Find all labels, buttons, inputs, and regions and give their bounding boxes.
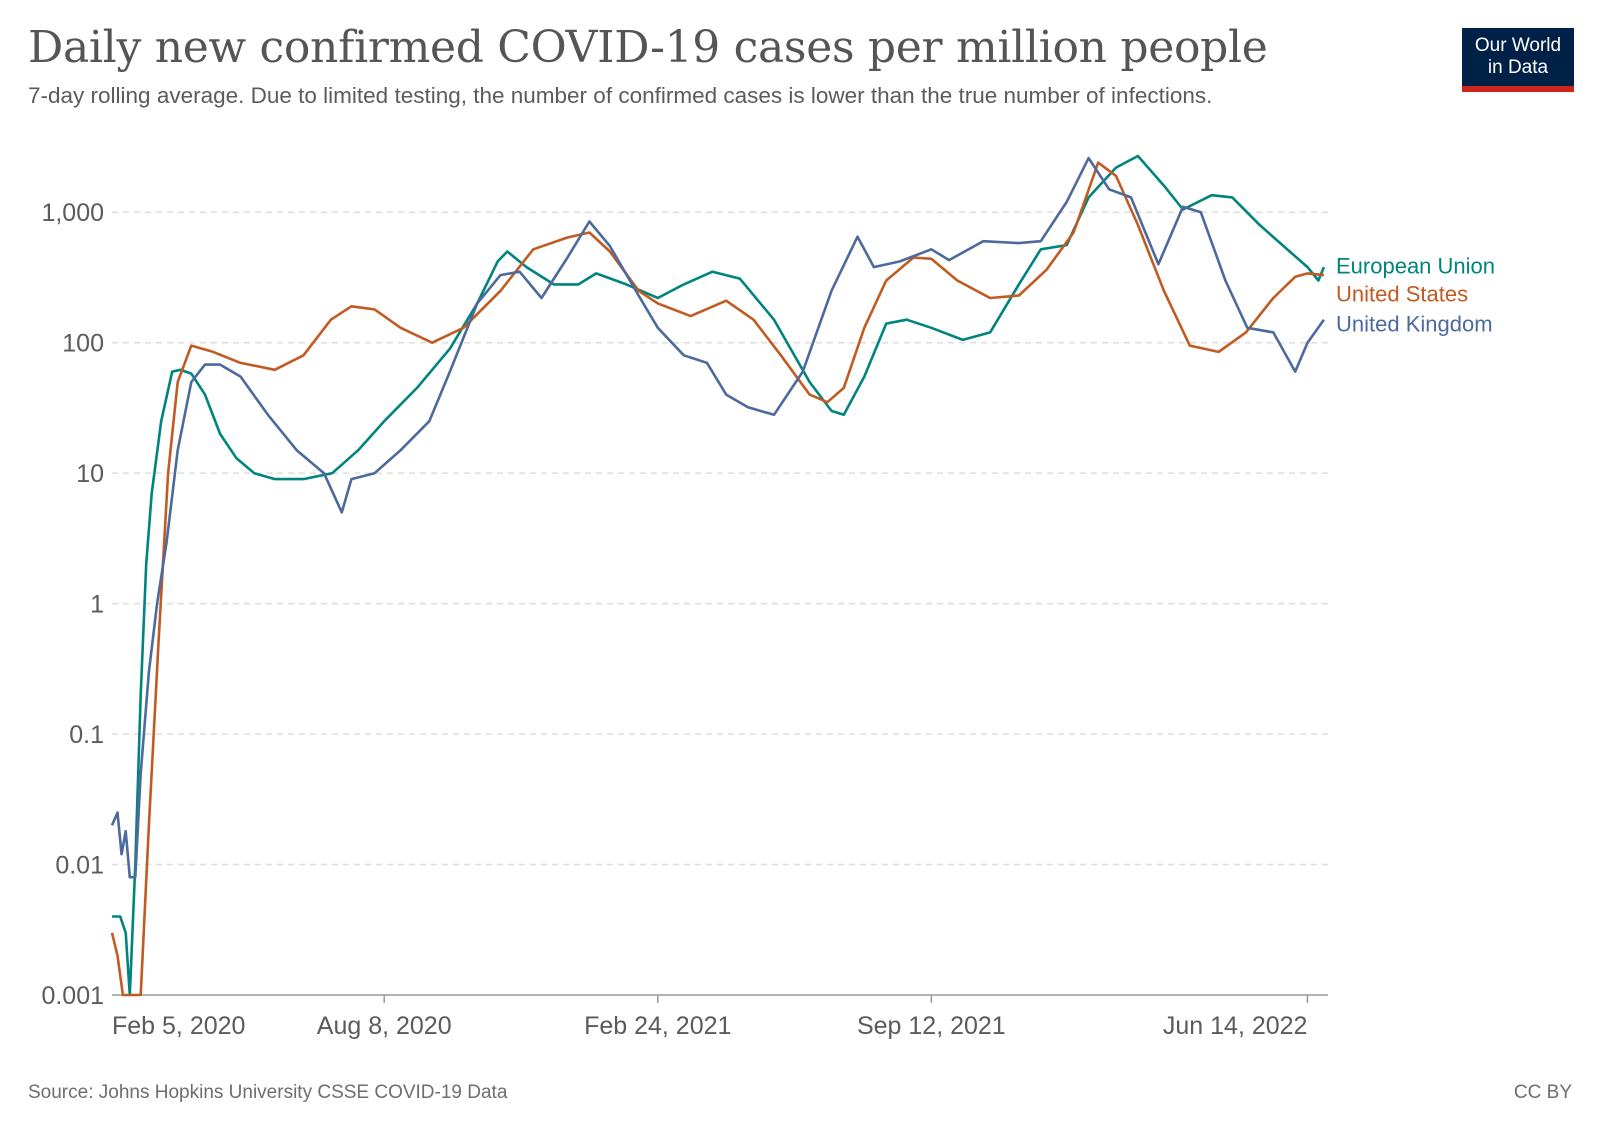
series-line-united-states <box>110 161 1325 997</box>
chart-subtitle: 7-day rolling average. Due to limited te… <box>28 83 1213 108</box>
y-tick-label: 1,000 <box>41 199 104 227</box>
y-tick-label: 1 <box>90 591 104 619</box>
license-label[interactable]: CC BY <box>1513 1082 1572 1103</box>
x-tick-label: Jun 14, 2022 <box>1163 1012 1308 1040</box>
chart-title: Daily new confirmed COVID-19 cases per m… <box>28 22 1268 73</box>
legend-label-united-kingdom: United Kingdom <box>1336 311 1493 336</box>
y-tick-label: 0.01 <box>55 852 104 880</box>
logo-line-1: Our World <box>1474 35 1562 56</box>
x-tick-label: Aug 8, 2020 <box>317 1012 452 1040</box>
y-tick-label: 0.1 <box>69 721 104 749</box>
x-tick-label: Sep 12, 2021 <box>857 1012 1006 1040</box>
y-tick-label: 10 <box>76 460 104 488</box>
source-note[interactable]: Source: Johns Hopkins University CSSE CO… <box>28 1082 508 1103</box>
x-tick-label: Feb 24, 2021 <box>584 1012 731 1040</box>
legend-label-united-states: United States <box>1336 281 1468 306</box>
x-tick-label: Feb 5, 2020 <box>112 1012 245 1040</box>
y-tick-label: 100 <box>62 330 104 358</box>
logo-line-2: in Data <box>1487 57 1549 78</box>
series-line-european-union <box>112 154 1326 997</box>
legend-label-european-union: European Union <box>1336 253 1495 278</box>
owid-logo[interactable]: Our World in Data <box>1462 28 1574 92</box>
series-line-united-kingdom <box>110 156 1325 879</box>
y-tick-label: 0.001 <box>41 982 104 1010</box>
